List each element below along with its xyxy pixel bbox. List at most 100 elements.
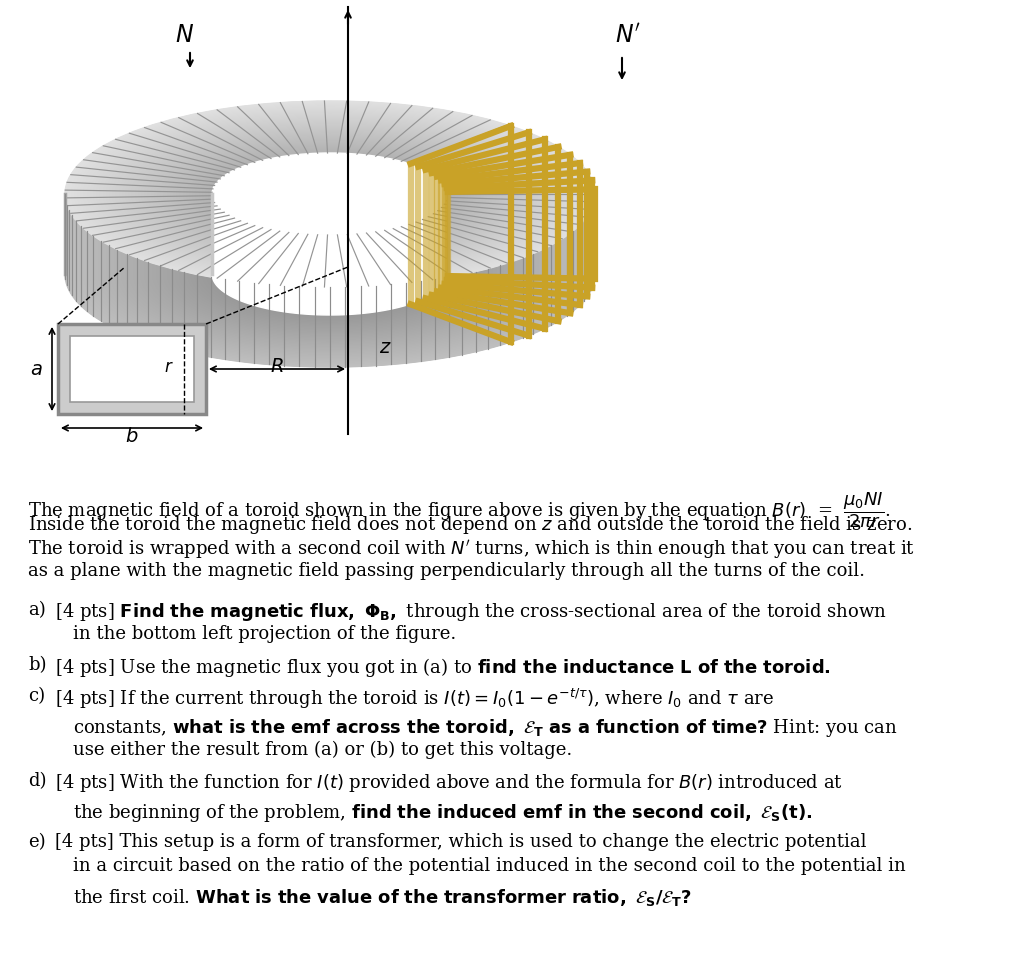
Ellipse shape	[143, 129, 517, 260]
Ellipse shape	[109, 117, 551, 272]
Polygon shape	[185, 195, 475, 326]
Ellipse shape	[172, 139, 488, 250]
Ellipse shape	[135, 127, 525, 263]
Ellipse shape	[145, 130, 515, 259]
Polygon shape	[88, 195, 572, 359]
Ellipse shape	[210, 153, 450, 236]
Polygon shape	[212, 195, 449, 316]
Ellipse shape	[199, 149, 461, 240]
Polygon shape	[77, 195, 583, 363]
Polygon shape	[125, 195, 535, 347]
Ellipse shape	[81, 108, 579, 283]
Ellipse shape	[150, 132, 510, 258]
Ellipse shape	[157, 135, 503, 256]
Polygon shape	[114, 195, 546, 351]
Ellipse shape	[71, 104, 589, 285]
Polygon shape	[105, 195, 555, 354]
Polygon shape	[68, 195, 592, 366]
Polygon shape	[66, 195, 594, 367]
Polygon shape	[117, 195, 543, 350]
Ellipse shape	[144, 130, 516, 260]
Ellipse shape	[190, 146, 470, 244]
Polygon shape	[202, 195, 458, 320]
Ellipse shape	[198, 149, 462, 241]
Ellipse shape	[184, 143, 476, 246]
Ellipse shape	[202, 150, 458, 239]
Ellipse shape	[139, 128, 521, 261]
Ellipse shape	[131, 125, 529, 264]
Polygon shape	[193, 195, 467, 323]
Ellipse shape	[194, 147, 466, 242]
Ellipse shape	[101, 114, 559, 275]
Ellipse shape	[167, 137, 493, 252]
Text: The toroid is wrapped with a second coil with $N'$ turns, which is thin enough t: The toroid is wrapped with a second coil…	[28, 537, 915, 560]
Text: a): a)	[28, 601, 46, 618]
Ellipse shape	[146, 131, 514, 259]
Ellipse shape	[204, 151, 456, 239]
Ellipse shape	[201, 150, 459, 240]
Ellipse shape	[77, 106, 583, 283]
Ellipse shape	[155, 134, 505, 257]
Polygon shape	[171, 195, 489, 331]
Polygon shape	[111, 195, 549, 352]
Ellipse shape	[189, 145, 471, 244]
Polygon shape	[160, 195, 500, 334]
Polygon shape	[120, 195, 540, 348]
Polygon shape	[144, 195, 516, 340]
Ellipse shape	[152, 133, 508, 258]
Polygon shape	[89, 195, 571, 359]
Ellipse shape	[73, 105, 587, 284]
Polygon shape	[123, 195, 537, 347]
Text: $b$: $b$	[125, 427, 138, 446]
Polygon shape	[170, 195, 490, 331]
Ellipse shape	[82, 108, 578, 282]
Polygon shape	[179, 195, 481, 328]
Polygon shape	[128, 195, 532, 346]
Polygon shape	[190, 195, 470, 324]
Text: b): b)	[28, 655, 46, 674]
Polygon shape	[197, 195, 463, 321]
Ellipse shape	[72, 105, 588, 285]
Polygon shape	[110, 195, 550, 352]
Ellipse shape	[75, 106, 585, 284]
Ellipse shape	[70, 104, 590, 286]
Polygon shape	[134, 195, 526, 343]
Ellipse shape	[188, 145, 472, 245]
Polygon shape	[209, 195, 451, 317]
Ellipse shape	[205, 151, 455, 238]
Ellipse shape	[90, 111, 570, 279]
Text: [4 pts] With the function for $I(t)$ provided above and the formula for $B(r)$ i: [4 pts] With the function for $I(t)$ pro…	[55, 771, 843, 793]
Ellipse shape	[212, 154, 449, 235]
Ellipse shape	[92, 111, 568, 279]
Ellipse shape	[175, 140, 485, 249]
Ellipse shape	[117, 120, 543, 269]
Ellipse shape	[186, 144, 474, 245]
Ellipse shape	[160, 136, 500, 255]
Ellipse shape	[164, 136, 496, 253]
Polygon shape	[65, 195, 595, 368]
Polygon shape	[72, 195, 588, 365]
Ellipse shape	[209, 153, 451, 237]
Polygon shape	[84, 195, 575, 361]
Polygon shape	[97, 195, 563, 357]
Polygon shape	[158, 195, 502, 335]
Polygon shape	[193, 195, 468, 323]
Ellipse shape	[111, 118, 549, 272]
Ellipse shape	[84, 109, 575, 281]
Text: Inside the toroid the magnetic field does not depend on $z$ and outside the toro: Inside the toroid the magnetic field doe…	[28, 513, 912, 535]
Ellipse shape	[138, 128, 522, 262]
Polygon shape	[205, 195, 455, 318]
Text: the first coil. $\mathbf{What\ is\ the\ value\ of\ the\ transformer\ ratio,\ \ma: the first coil. $\mathbf{What\ is\ the\ …	[73, 886, 692, 907]
Polygon shape	[80, 195, 580, 362]
Polygon shape	[109, 195, 551, 352]
Text: d): d)	[28, 771, 46, 789]
Polygon shape	[204, 195, 456, 319]
Polygon shape	[211, 195, 449, 316]
Polygon shape	[145, 195, 515, 339]
Polygon shape	[201, 195, 459, 320]
Ellipse shape	[66, 102, 594, 287]
Ellipse shape	[173, 139, 487, 250]
Polygon shape	[200, 195, 460, 320]
Ellipse shape	[183, 143, 477, 246]
Polygon shape	[76, 195, 584, 364]
